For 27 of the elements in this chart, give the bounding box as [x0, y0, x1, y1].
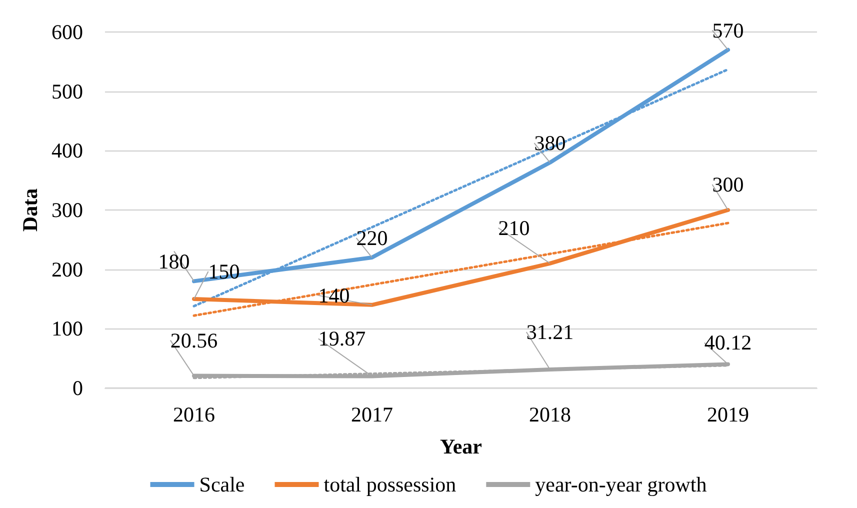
x-tick-label: 2017	[351, 402, 393, 426]
x-tick-label: 2016	[173, 402, 215, 426]
y-tick-label: 500	[52, 79, 83, 104]
legend-label: total possession	[324, 472, 457, 496]
x-axis-title: Year	[440, 434, 482, 458]
data-label: 380	[534, 131, 566, 156]
data-label: 31.21	[526, 320, 574, 344]
data-label: 20.56	[170, 328, 218, 352]
data-label: 210	[498, 216, 530, 240]
data-label: 300	[712, 172, 744, 196]
legend-label: year-on-year growth	[535, 472, 708, 496]
y-tick-label: 300	[52, 198, 83, 222]
y-tick-label: 600	[52, 20, 83, 44]
data-label: 570	[712, 18, 744, 42]
y-axis-title: Data	[18, 188, 42, 232]
y-tick-label: 100	[52, 316, 83, 341]
data-label: 180	[158, 250, 190, 274]
x-tick-label: 2018	[529, 402, 571, 426]
y-tick-label: 0	[72, 376, 83, 400]
data-label: 140	[318, 283, 350, 308]
legend-label: Scale	[199, 472, 245, 496]
y-tick-label: 400	[52, 138, 83, 163]
data-label: 40.12	[704, 330, 752, 355]
data-label: 220	[356, 226, 388, 250]
data-label: 19.87	[318, 326, 366, 351]
x-tick-label: 2019	[707, 402, 749, 426]
y-tick-label: 200	[52, 257, 83, 282]
